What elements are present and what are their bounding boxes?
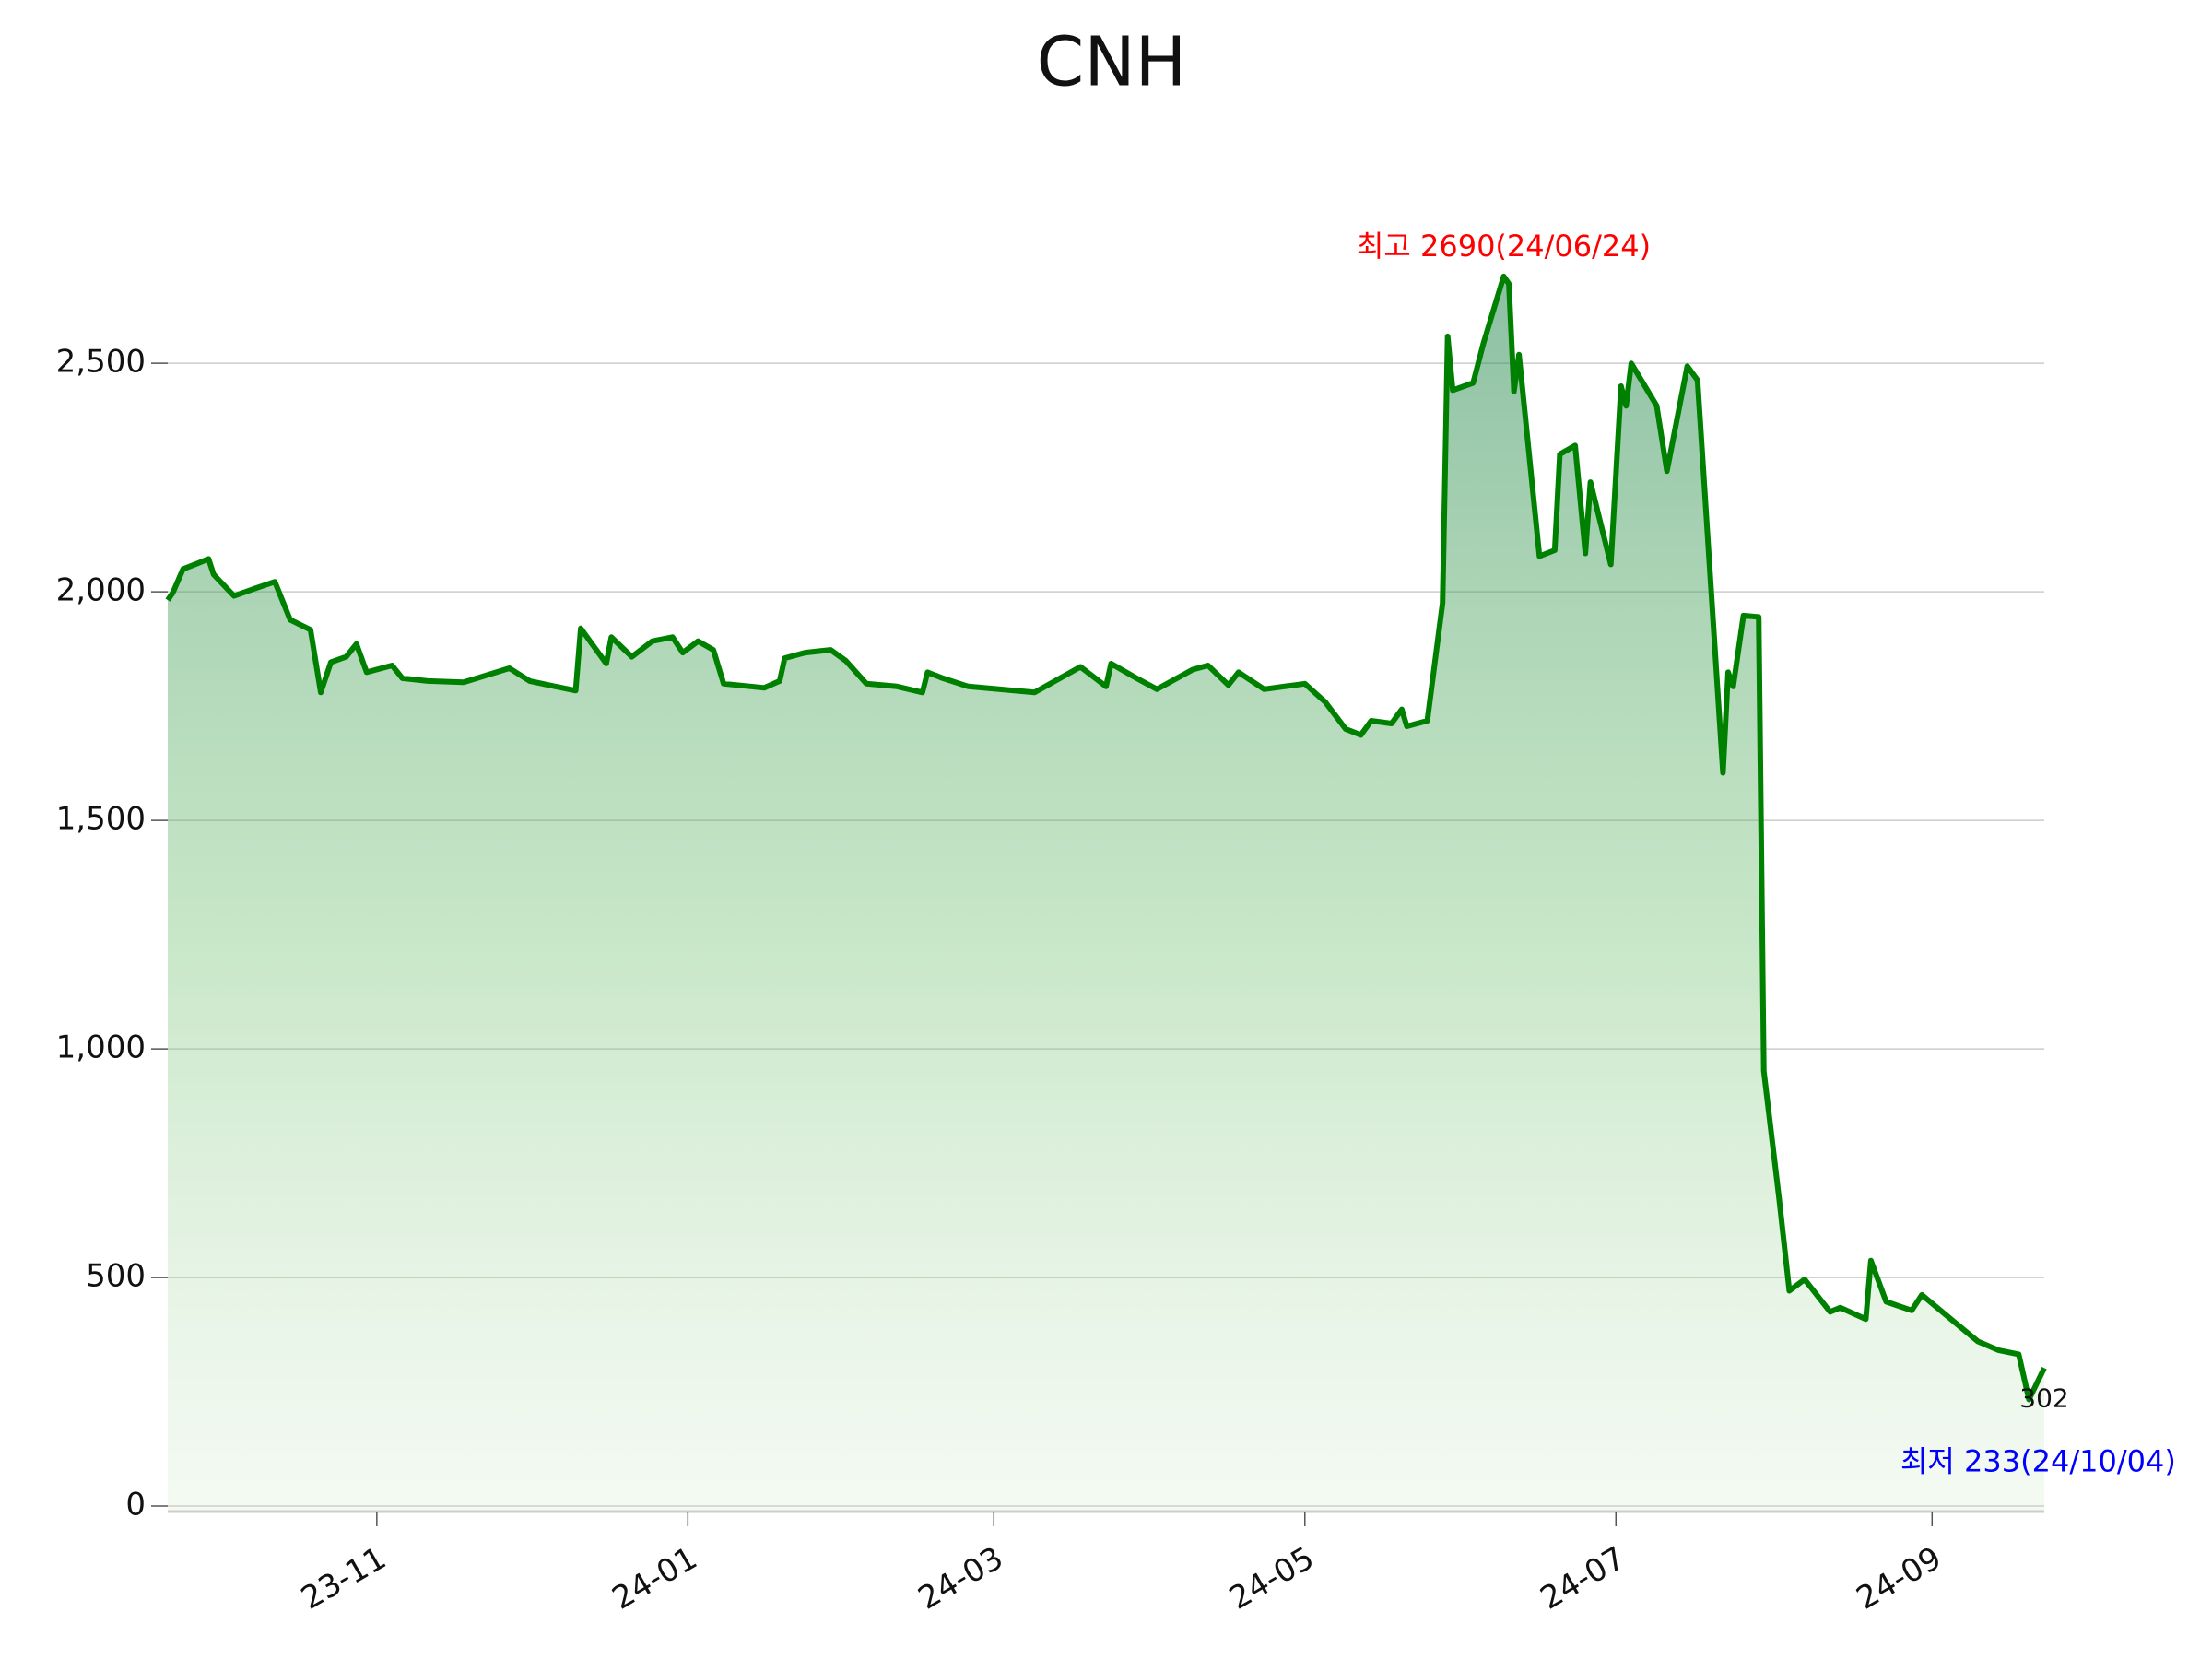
x-tick-label: 24-07 xyxy=(1535,1540,1632,1618)
y-tick-label: 500 xyxy=(86,1258,146,1295)
y-tick-label: 1,000 xyxy=(56,1030,146,1066)
y-tick-label: 2,500 xyxy=(56,344,146,381)
x-tick-label: 24-01 xyxy=(606,1540,704,1618)
y-tick-label: 2,000 xyxy=(56,572,146,609)
data-label: 302 xyxy=(2019,1382,2068,1413)
y-tick-label: 1,500 xyxy=(56,801,146,838)
chart-title: CNH xyxy=(1037,23,1187,102)
x-tick-label: 23-11 xyxy=(295,1540,393,1618)
annotation: 최고 2690(24/06/24) xyxy=(1357,229,1651,264)
x-tick-label: 24-05 xyxy=(1223,1540,1321,1618)
x-tick-label: 24-09 xyxy=(1851,1540,1948,1618)
x-tick-label: 24-03 xyxy=(912,1540,1010,1618)
line xyxy=(165,273,2047,1403)
y-tick-label: 0 xyxy=(125,1487,146,1524)
area xyxy=(168,276,2044,1512)
annotation: 최저 233(24/10/04) xyxy=(1900,1443,2176,1478)
